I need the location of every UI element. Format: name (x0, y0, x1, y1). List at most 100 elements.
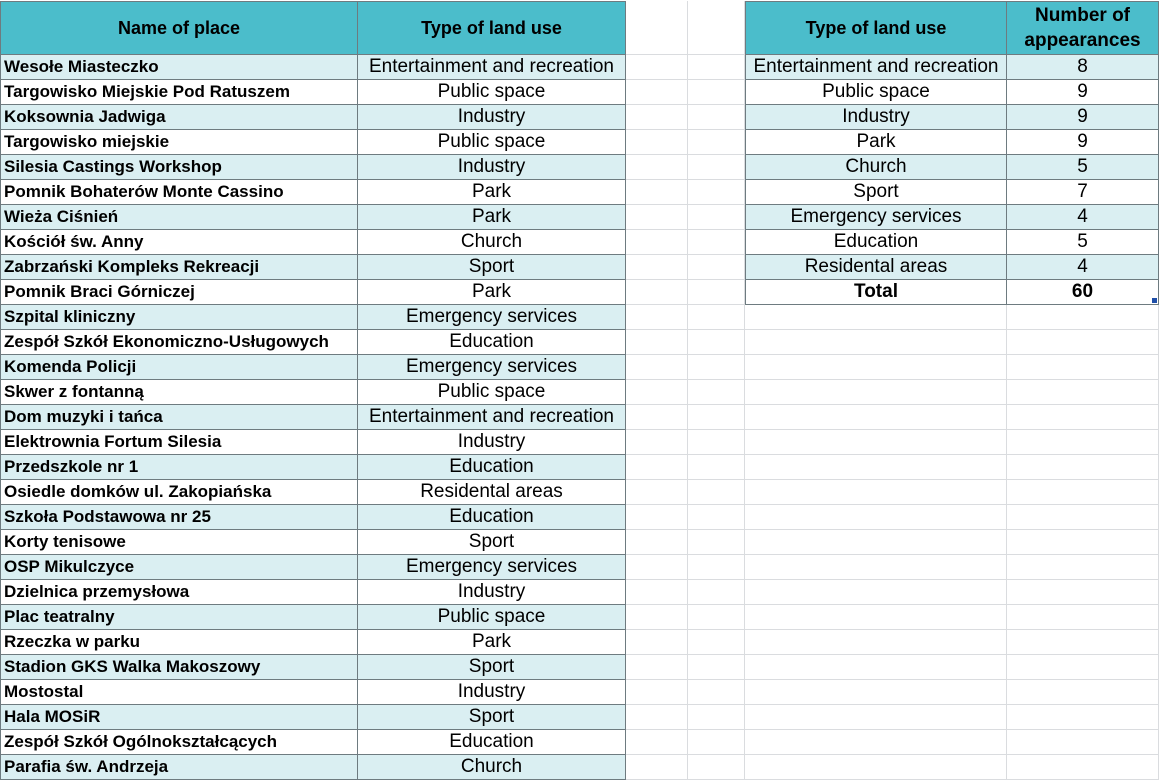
empty-cell[interactable] (745, 755, 1007, 780)
empty-cell[interactable] (1007, 730, 1159, 755)
empty-cell[interactable] (1007, 705, 1159, 730)
land-use-cell[interactable]: Emergency services (358, 555, 626, 580)
land-use-cell[interactable]: Education (358, 455, 626, 480)
land-use-cell[interactable]: Sport (358, 705, 626, 730)
land-use-cell[interactable]: Church (358, 230, 626, 255)
summary-count-cell[interactable]: 9 (1007, 105, 1159, 130)
place-name-cell[interactable]: Dzielnica przemysłowa (0, 580, 358, 605)
empty-cell[interactable] (626, 730, 688, 755)
empty-cell[interactable] (1007, 380, 1159, 405)
place-name-cell[interactable]: Przedszkole nr 1 (0, 455, 358, 480)
empty-cell[interactable] (688, 455, 745, 480)
empty-cell[interactable] (626, 680, 688, 705)
empty-cell[interactable] (688, 80, 745, 105)
empty-cell[interactable] (626, 230, 688, 255)
place-name-cell[interactable]: Pomnik Bohaterów Monte Cassino (0, 180, 358, 205)
land-use-cell[interactable]: Emergency services (358, 305, 626, 330)
land-use-cell[interactable]: Industry (358, 680, 626, 705)
empty-cell[interactable] (688, 405, 745, 430)
empty-cell[interactable] (626, 180, 688, 205)
empty-cell[interactable] (688, 730, 745, 755)
land-use-cell[interactable]: Sport (358, 530, 626, 555)
empty-cell[interactable] (626, 280, 688, 305)
empty-cell[interactable] (1007, 405, 1159, 430)
empty-cell[interactable] (626, 380, 688, 405)
empty-cell[interactable] (745, 405, 1007, 430)
empty-cell[interactable] (688, 205, 745, 230)
summary-type-cell[interactable]: Emergency services (745, 205, 1007, 230)
empty-cell[interactable] (745, 480, 1007, 505)
empty-cell[interactable] (688, 630, 745, 655)
land-use-cell[interactable]: Education (358, 730, 626, 755)
empty-cell[interactable] (1007, 430, 1159, 455)
summary-count-cell[interactable]: 9 (1007, 80, 1159, 105)
summary-count-cell[interactable]: 9 (1007, 130, 1159, 155)
place-name-cell[interactable]: Silesia Castings Workshop (0, 155, 358, 180)
empty-cell[interactable] (745, 305, 1007, 330)
empty-cell[interactable] (1007, 355, 1159, 380)
place-name-cell[interactable]: Dom muzyki i tańca (0, 405, 358, 430)
place-name-cell[interactable]: Elektrownia Fortum Silesia (0, 430, 358, 455)
empty-cell[interactable] (688, 255, 745, 280)
place-name-cell[interactable]: Szkoła Podstawowa nr 25 (0, 505, 358, 530)
empty-cell[interactable] (626, 155, 688, 180)
place-name-cell[interactable]: Wesołe Miasteczko (0, 55, 358, 80)
empty-cell[interactable] (1007, 605, 1159, 630)
empty-cell[interactable] (626, 105, 688, 130)
land-use-cell[interactable]: Education (358, 330, 626, 355)
empty-cell[interactable] (688, 330, 745, 355)
land-use-cell[interactable]: Park (358, 280, 626, 305)
place-name-cell[interactable]: Plac teatralny (0, 605, 358, 630)
empty-cell[interactable] (745, 330, 1007, 355)
place-name-cell[interactable]: Szpital kliniczny (0, 305, 358, 330)
place-name-cell[interactable]: Zespół Szkół Ekonomiczno-Usługowych (0, 330, 358, 355)
empty-cell[interactable] (626, 555, 688, 580)
empty-cell[interactable] (1007, 480, 1159, 505)
place-name-cell[interactable]: Zabrzański Kompleks Rekreacji (0, 255, 358, 280)
empty-cell[interactable] (745, 705, 1007, 730)
place-name-cell[interactable]: Osiedle domków ul. Zakopiańska (0, 480, 358, 505)
empty-cell[interactable] (1007, 580, 1159, 605)
empty-cell[interactable] (626, 405, 688, 430)
summary-count-cell[interactable]: 7 (1007, 180, 1159, 205)
summary-count-cell[interactable]: 5 (1007, 230, 1159, 255)
empty-cell[interactable] (1007, 655, 1159, 680)
place-name-cell[interactable]: Pomnik Braci Górniczej (0, 280, 358, 305)
land-use-cell[interactable]: Public space (358, 130, 626, 155)
empty-cell[interactable] (688, 355, 745, 380)
empty-cell[interactable] (1007, 330, 1159, 355)
empty-cell[interactable] (626, 655, 688, 680)
empty-cell[interactable] (626, 255, 688, 280)
place-name-cell[interactable]: Zespół Szkół Ogólnokształcących (0, 730, 358, 755)
empty-cell[interactable] (626, 355, 688, 380)
empty-cell[interactable] (688, 480, 745, 505)
empty-cell[interactable] (626, 705, 688, 730)
place-name-cell[interactable]: Skwer z fontanną (0, 380, 358, 405)
summary-count-cell[interactable]: 8 (1007, 55, 1159, 80)
empty-cell[interactable] (626, 1, 688, 55)
summary-count-cell[interactable]: 4 (1007, 205, 1159, 230)
land-use-cell[interactable]: Public space (358, 80, 626, 105)
summary-count-cell[interactable]: 4 (1007, 255, 1159, 280)
empty-cell[interactable] (688, 1, 745, 55)
land-use-cell[interactable]: Residental areas (358, 480, 626, 505)
empty-cell[interactable] (745, 380, 1007, 405)
empty-cell[interactable] (626, 480, 688, 505)
land-use-cell[interactable]: Entertainment and recreation (358, 55, 626, 80)
empty-cell[interactable] (745, 430, 1007, 455)
empty-cell[interactable] (626, 430, 688, 455)
empty-cell[interactable] (688, 505, 745, 530)
empty-cell[interactable] (626, 530, 688, 555)
summary-total-count[interactable]: 60 (1007, 280, 1159, 305)
place-name-cell[interactable]: Komenda Policji (0, 355, 358, 380)
empty-cell[interactable] (688, 230, 745, 255)
land-use-cell[interactable]: Church (358, 755, 626, 780)
empty-cell[interactable] (626, 305, 688, 330)
empty-cell[interactable] (1007, 530, 1159, 555)
empty-cell[interactable] (626, 580, 688, 605)
empty-cell[interactable] (626, 755, 688, 780)
land-use-cell[interactable]: Sport (358, 255, 626, 280)
empty-cell[interactable] (688, 280, 745, 305)
empty-cell[interactable] (626, 130, 688, 155)
land-use-cell[interactable]: Entertainment and recreation (358, 405, 626, 430)
